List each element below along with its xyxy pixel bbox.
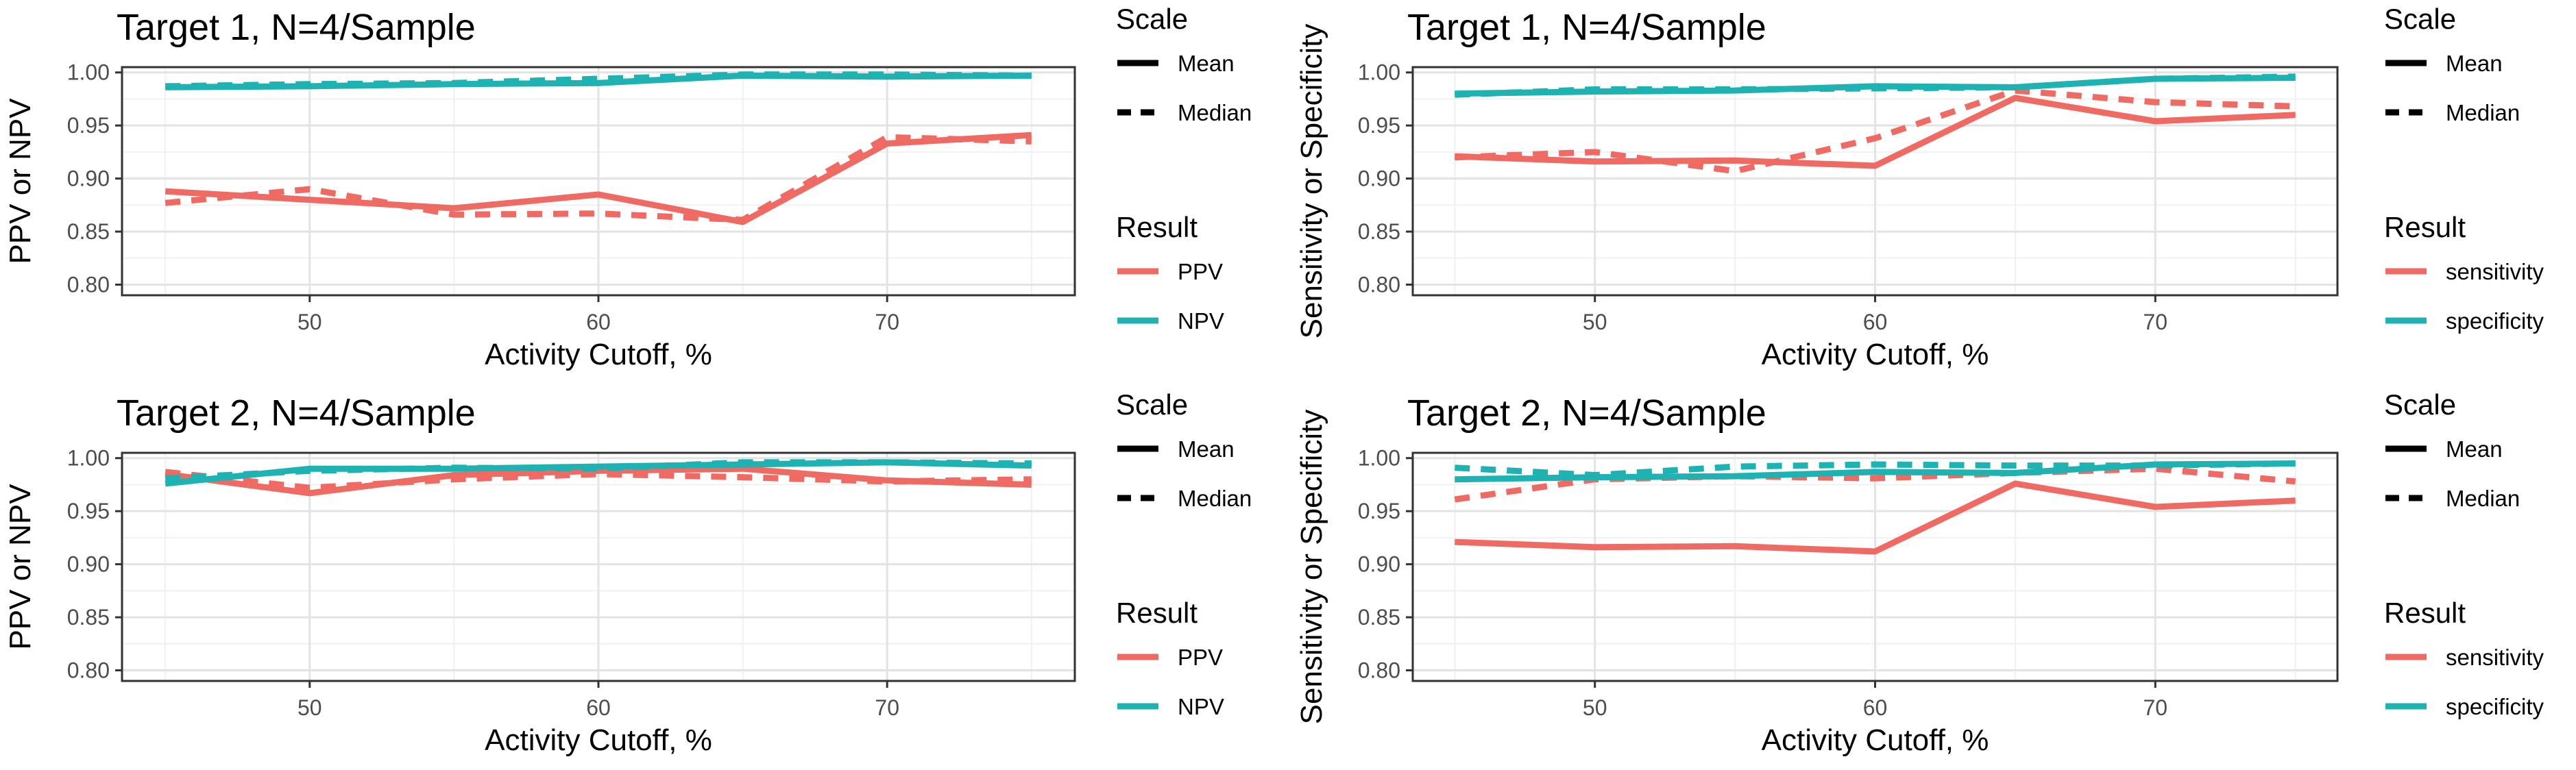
x-tick-label: 70 <box>875 695 899 720</box>
y-tick-label: 1.00 <box>1358 60 1400 85</box>
y-tick-label: 0.90 <box>67 166 110 191</box>
x-tick-label: 70 <box>2143 695 2167 720</box>
legend-label: Mean <box>1178 51 1235 76</box>
x-tick-label: 70 <box>2143 310 2167 334</box>
series-line-sensitivity-mean <box>1455 480 2296 555</box>
x-tick-label: 60 <box>586 695 611 720</box>
legend-scale-title: Scale <box>2384 388 2456 421</box>
x-tick-label: 50 <box>1583 310 1607 334</box>
legend-result-title: Result <box>2384 211 2466 243</box>
y-tick-label: 0.80 <box>67 658 110 683</box>
x-tick-label: 50 <box>1583 695 1607 720</box>
y-axis-title: Sensitivity or Specificity <box>1295 24 1328 339</box>
legend: Scale Mean Median Result sensitivity specific… <box>2384 3 2544 334</box>
x-tick-label: 60 <box>1863 310 1888 334</box>
legend-result-title: Result <box>2384 597 2466 629</box>
y-tick-label: 1.00 <box>67 446 110 471</box>
chart-title: Target 2, N=4/Sample <box>1407 393 1766 434</box>
legend-label: sensitivity <box>2446 645 2544 670</box>
y-tick-label: 0.85 <box>1358 219 1400 244</box>
series-line-specificity-median <box>1455 73 2296 98</box>
legend-result-title: Result <box>1116 597 1198 629</box>
series-line-NPV-median <box>165 459 1032 482</box>
y-tick-label: 0.95 <box>1358 499 1400 523</box>
chart-panel-3: 0.80 0.85 0.90 0.95 1.00 50 60 70 Target 2, N=4/… <box>3 388 1252 757</box>
legend-scale-title: Scale <box>1116 3 1188 35</box>
chart-panel-2: 0.80 0.85 0.90 0.95 1.00 50 60 70 Target 1, N=4/… <box>1295 3 2544 371</box>
legend-label: PPV <box>1178 259 1223 284</box>
legend-label: NPV <box>1178 694 1224 719</box>
legend-label: Median <box>1178 486 1252 511</box>
chart-panel-1: 0.80 0.85 0.90 0.95 1.00 50 60 70 Target 1, N=4/… <box>3 3 1252 371</box>
legend-label: sensitivity <box>2446 259 2544 284</box>
legend: Scale Mean Median Result sensitivity specific… <box>2384 388 2544 719</box>
legend-label: specificity <box>2446 308 2544 334</box>
y-tick-label: 0.90 <box>67 552 110 577</box>
x-axis-title: Activity Cutoff, % <box>1762 338 1989 371</box>
y-tick-label: 0.95 <box>67 113 110 138</box>
x-axis-title: Activity Cutoff, % <box>1762 723 1989 757</box>
x-tick-label: 50 <box>297 695 322 720</box>
legend: Scale Mean Median Result PPV NPV <box>1116 388 1252 719</box>
y-tick-label: 0.85 <box>67 605 110 630</box>
legend-label: NPV <box>1178 308 1224 334</box>
y-tick-label: 1.00 <box>1358 446 1400 471</box>
x-tick-label: 60 <box>1863 695 1888 720</box>
chart-panel-4: 0.80 0.85 0.90 0.95 1.00 50 60 70 Target 2, N=4/… <box>1295 388 2544 757</box>
series-line-specificity-median <box>1455 460 2296 478</box>
x-axis-title: Activity Cutoff, % <box>485 338 712 371</box>
legend-label: Median <box>2446 486 2520 511</box>
x-axis-title: Activity Cutoff, % <box>485 723 712 757</box>
legend-result-title: Result <box>1116 211 1198 243</box>
y-tick-label: 0.80 <box>67 273 110 297</box>
x-tick-label: 70 <box>875 310 899 334</box>
series-line-sensitivity-mean <box>1455 95 2296 169</box>
y-tick-label: 0.90 <box>1358 552 1400 577</box>
series-line-NPV-median <box>165 71 1032 90</box>
legend-label: Mean <box>2446 51 2503 76</box>
legend-label: Mean <box>2446 436 2503 462</box>
series-line-sensitivity-median <box>1455 87 2296 175</box>
x-tick-label: 60 <box>586 310 611 334</box>
y-tick-label: 0.95 <box>67 499 110 523</box>
x-tick-label: 50 <box>297 310 322 334</box>
legend-label: PPV <box>1178 645 1223 670</box>
legend-label: specificity <box>2446 694 2544 719</box>
chart-title: Target 1, N=4/Sample <box>117 7 476 48</box>
legend-label: Median <box>1178 100 1252 125</box>
y-tick-label: 0.80 <box>1358 273 1400 297</box>
series-line-PPV-median <box>165 134 1032 223</box>
y-axis-title: PPV or NPV <box>3 484 37 650</box>
legend-label: Mean <box>1178 436 1235 462</box>
y-tick-label: 0.80 <box>1358 658 1400 683</box>
y-tick-label: 1.00 <box>67 60 110 85</box>
chart-title: Target 1, N=4/Sample <box>1407 7 1766 48</box>
legend-scale-title: Scale <box>2384 3 2456 35</box>
legend-scale-title: Scale <box>1116 388 1188 421</box>
y-axis-title: Sensitivity or Specificity <box>1295 410 1328 725</box>
chart-title: Target 2, N=4/Sample <box>117 393 476 434</box>
series-line-PPV-mean <box>165 132 1032 225</box>
legend: Scale Mean Median Result PPV NPV <box>1116 3 1252 334</box>
y-tick-label: 0.90 <box>1358 166 1400 191</box>
y-tick-label: 0.85 <box>1358 605 1400 630</box>
series-line-PPV-mean <box>165 465 1032 497</box>
y-axis-title: PPV or NPV <box>3 98 37 264</box>
legend-label: Median <box>2446 100 2520 125</box>
y-tick-label: 0.85 <box>67 219 110 244</box>
y-tick-label: 0.95 <box>1358 113 1400 138</box>
series-line-PPV-median <box>165 469 1032 491</box>
